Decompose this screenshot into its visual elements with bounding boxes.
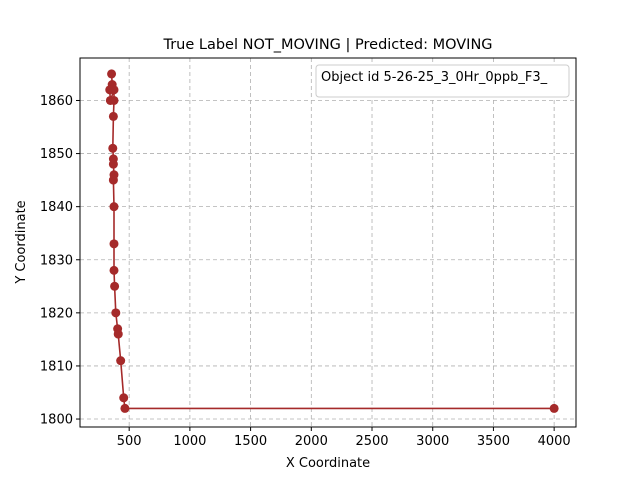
x-tick-label: 1000 [173,434,206,449]
plot-area [80,58,576,427]
y-tick-label: 1820 [40,306,73,321]
data-point [108,159,118,169]
y-tick-label: 1810 [40,359,73,374]
plot-frame [79,57,577,428]
y-axis-ticks: 1800 1810 1820 1830 1840 1850 1860 [40,94,80,428]
data-point [120,403,130,413]
data-point [119,393,129,403]
legend-entry: Object id 5-26-25_3_0Hr_0ppb_F3_ [321,70,548,85]
x-tick-label: 3500 [477,434,510,449]
data-point [109,265,119,275]
x-tick-label: 3000 [416,434,449,449]
legend-box [315,64,570,98]
data-point [109,95,119,105]
data-point [108,175,118,185]
y-tick-label: 1800 [40,413,73,428]
x-tick-label: 4000 [538,434,571,449]
legend: Object id 5-26-25_3_0Hr_0ppb_F3_ [315,64,570,98]
data-point [107,69,117,79]
x-tick-label: 1500 [234,434,267,449]
data-point [108,111,118,121]
chart-title: True Label NOT_MOVING | Predicted: MOVIN… [162,37,492,53]
data-point [113,329,123,339]
series-layer [105,69,559,413]
x-axis-label: X Coordinate [286,456,370,471]
x-axis-ticks: 500 1000 1500 2000 2500 3000 3500 4000 [117,427,571,449]
data-point [549,403,559,413]
data-point [111,308,121,318]
x-tick-label: 2000 [295,434,328,449]
x-tick-label: 500 [117,434,142,449]
data-point [116,356,126,366]
y-tick-label: 1860 [40,94,73,109]
data-point [109,239,119,249]
y-tick-label: 1850 [40,147,73,162]
data-point [109,202,119,212]
y-axis-label: Y Coordinate [14,200,29,284]
data-point [110,281,120,291]
data-point [108,143,118,153]
data-point [109,85,119,95]
y-tick-label: 1840 [40,200,73,215]
grid [80,58,576,427]
x-tick-label: 2500 [355,434,388,449]
y-tick-label: 1830 [40,253,73,268]
